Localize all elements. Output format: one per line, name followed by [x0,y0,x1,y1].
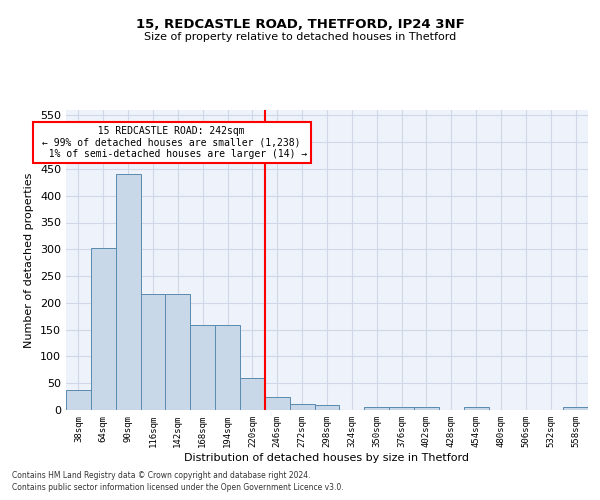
Text: 15 REDCASTLE ROAD: 242sqm  
← 99% of detached houses are smaller (1,238)
  1% of: 15 REDCASTLE ROAD: 242sqm ← 99% of detac… [37,126,307,160]
Bar [240,378,265,410]
Bar [464,408,488,410]
Text: Contains public sector information licensed under the Open Government Licence v3: Contains public sector information licen… [12,484,344,492]
Text: Contains HM Land Registry data © Crown copyright and database right 2024.: Contains HM Land Registry data © Crown c… [12,471,311,480]
Bar [215,326,240,410]
Bar [563,408,588,410]
Bar [190,326,215,410]
Bar [91,248,116,410]
Bar [66,390,91,410]
Bar [140,294,166,410]
Bar [265,396,290,410]
X-axis label: Distribution of detached houses by size in Thetford: Distribution of detached houses by size … [185,452,470,462]
Bar [414,407,439,410]
Bar [364,408,389,410]
Text: 15, REDCASTLE ROAD, THETFORD, IP24 3NF: 15, REDCASTLE ROAD, THETFORD, IP24 3NF [136,18,464,30]
Bar [116,174,140,410]
Bar [389,407,414,410]
Bar [166,294,190,410]
Y-axis label: Number of detached properties: Number of detached properties [25,172,34,348]
Text: Size of property relative to detached houses in Thetford: Size of property relative to detached ho… [144,32,456,42]
Bar [314,405,340,410]
Bar [290,404,314,410]
